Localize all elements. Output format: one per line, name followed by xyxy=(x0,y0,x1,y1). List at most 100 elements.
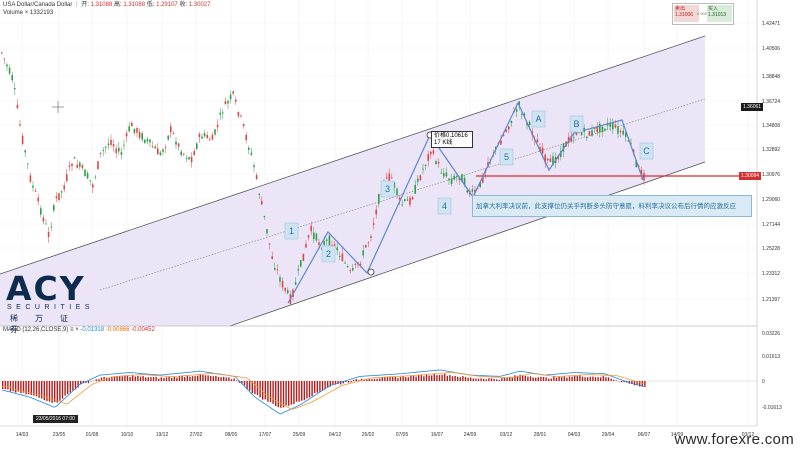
wave-label-a[interactable]: A xyxy=(531,110,546,128)
time-tick-label: 14/03 xyxy=(16,432,29,438)
macd-hist-bar xyxy=(410,375,412,381)
macd-hist-bar xyxy=(363,379,365,381)
candle-body xyxy=(604,128,606,131)
candle-body xyxy=(84,169,86,177)
macd-hist-bar xyxy=(589,376,591,381)
volume-label: Volume xyxy=(3,10,24,16)
candle-body xyxy=(255,175,258,179)
macd-hist-bar xyxy=(111,377,113,381)
candle-body xyxy=(19,124,21,126)
candle-body xyxy=(281,281,284,288)
macd-hist-bar xyxy=(566,377,568,381)
macd-hist-bar xyxy=(425,374,428,381)
macd-hist-bar xyxy=(280,381,282,408)
macd-hist-bar xyxy=(184,377,186,381)
candle-body xyxy=(541,147,544,154)
macd-hist-bar xyxy=(516,375,519,381)
buy-button[interactable]: 买入 1.31013 xyxy=(707,5,732,22)
macd-hist-bar xyxy=(249,381,251,391)
macd-hist-bar xyxy=(587,377,589,381)
candle-body xyxy=(128,126,130,132)
logo-cn: 稀万证券 xyxy=(10,314,85,334)
candle-body xyxy=(105,146,107,148)
wave-label-4[interactable]: 4 xyxy=(437,197,452,215)
wave-label-b[interactable]: B xyxy=(569,115,584,133)
candle-body xyxy=(154,146,156,149)
macd-hist-bar xyxy=(555,377,558,381)
macd-hist-bar xyxy=(581,376,584,381)
candle-body xyxy=(133,128,136,134)
macd-hist-bar xyxy=(550,378,552,381)
macd-hist-bar xyxy=(152,376,155,381)
svg-text:4: 4 xyxy=(442,201,447,211)
wave-label-c[interactable]: C xyxy=(639,142,654,160)
candle-body xyxy=(310,225,312,232)
macd-hist-bar xyxy=(483,378,485,381)
time-tick-label: 08/05 xyxy=(225,432,238,438)
macd-hist-bar xyxy=(451,376,454,381)
candle-body xyxy=(250,152,253,155)
macd-hist-bar xyxy=(74,381,77,390)
macd-hist-bar xyxy=(160,377,162,381)
time-tick-label: 25/09 xyxy=(293,432,306,438)
macd-hist-bar xyxy=(269,381,272,403)
candle-body xyxy=(3,58,6,60)
macd-hist-bar xyxy=(579,375,581,381)
macd-hist-bar xyxy=(82,381,84,384)
candle-body xyxy=(323,241,325,246)
settings-icon[interactable]: ≡ xyxy=(70,327,74,333)
wave-label-5[interactable]: 5 xyxy=(499,148,514,166)
wave-marker[interactable] xyxy=(367,268,375,276)
candle-body xyxy=(458,178,461,181)
candle-body xyxy=(203,133,206,137)
candle-body xyxy=(354,263,357,265)
sell-button[interactable]: 卖出 1.31006 xyxy=(674,5,699,22)
candle-body xyxy=(456,176,458,177)
candle-body xyxy=(253,165,255,168)
candle-body xyxy=(599,123,601,133)
candle-body xyxy=(596,126,598,133)
candle-body xyxy=(411,197,414,200)
crosshair-cursor xyxy=(52,101,64,113)
candle-body xyxy=(8,67,11,74)
macd-hist-bar xyxy=(119,376,121,381)
macd-hist-bar xyxy=(605,377,607,381)
candle-body xyxy=(188,157,190,160)
macd-hist-bar xyxy=(407,377,409,381)
candle-body xyxy=(627,140,630,142)
wave-label-2[interactable]: 2 xyxy=(321,245,336,263)
spread-value: 0.00007 xyxy=(697,11,712,16)
candle-body xyxy=(21,135,24,144)
macd-hist-bar xyxy=(41,381,43,399)
macd-hist-bar xyxy=(475,378,477,381)
macd-hist-bar xyxy=(644,381,646,387)
macd-hist-bar xyxy=(210,375,212,381)
macd-hist-bar xyxy=(379,378,381,381)
price-tick-label: 1.40506 xyxy=(762,46,780,52)
close-icon[interactable]: × xyxy=(75,327,79,333)
wave-label-3[interactable]: 3 xyxy=(380,180,395,198)
macd-hist-bar xyxy=(519,374,521,381)
macd-hist-bar xyxy=(600,377,602,381)
candle-body xyxy=(120,152,123,155)
macd-hist-bar xyxy=(20,381,22,394)
candle-body xyxy=(157,148,159,155)
wave-label-1[interactable]: 1 xyxy=(284,222,299,240)
macd-hist-bar xyxy=(155,376,157,381)
macd-hist-bar xyxy=(25,381,27,395)
macd-hist-bar xyxy=(163,378,165,381)
high-label: 高: xyxy=(114,2,122,8)
price-tick-label: 1.29060 xyxy=(762,197,780,203)
macd-hist-bar xyxy=(178,375,181,381)
macd-hist-bar xyxy=(522,375,524,381)
macd-hist-bar xyxy=(506,377,508,381)
macd-hist-bar xyxy=(48,381,51,402)
macd-hist-bar xyxy=(584,377,586,381)
close-icon[interactable]: × xyxy=(24,10,29,16)
candle-body xyxy=(536,139,539,143)
macd-hist-bar xyxy=(230,379,233,381)
candle-body xyxy=(71,164,73,167)
macd-hist-bar xyxy=(472,378,474,381)
macd-hist-bar xyxy=(181,375,183,381)
